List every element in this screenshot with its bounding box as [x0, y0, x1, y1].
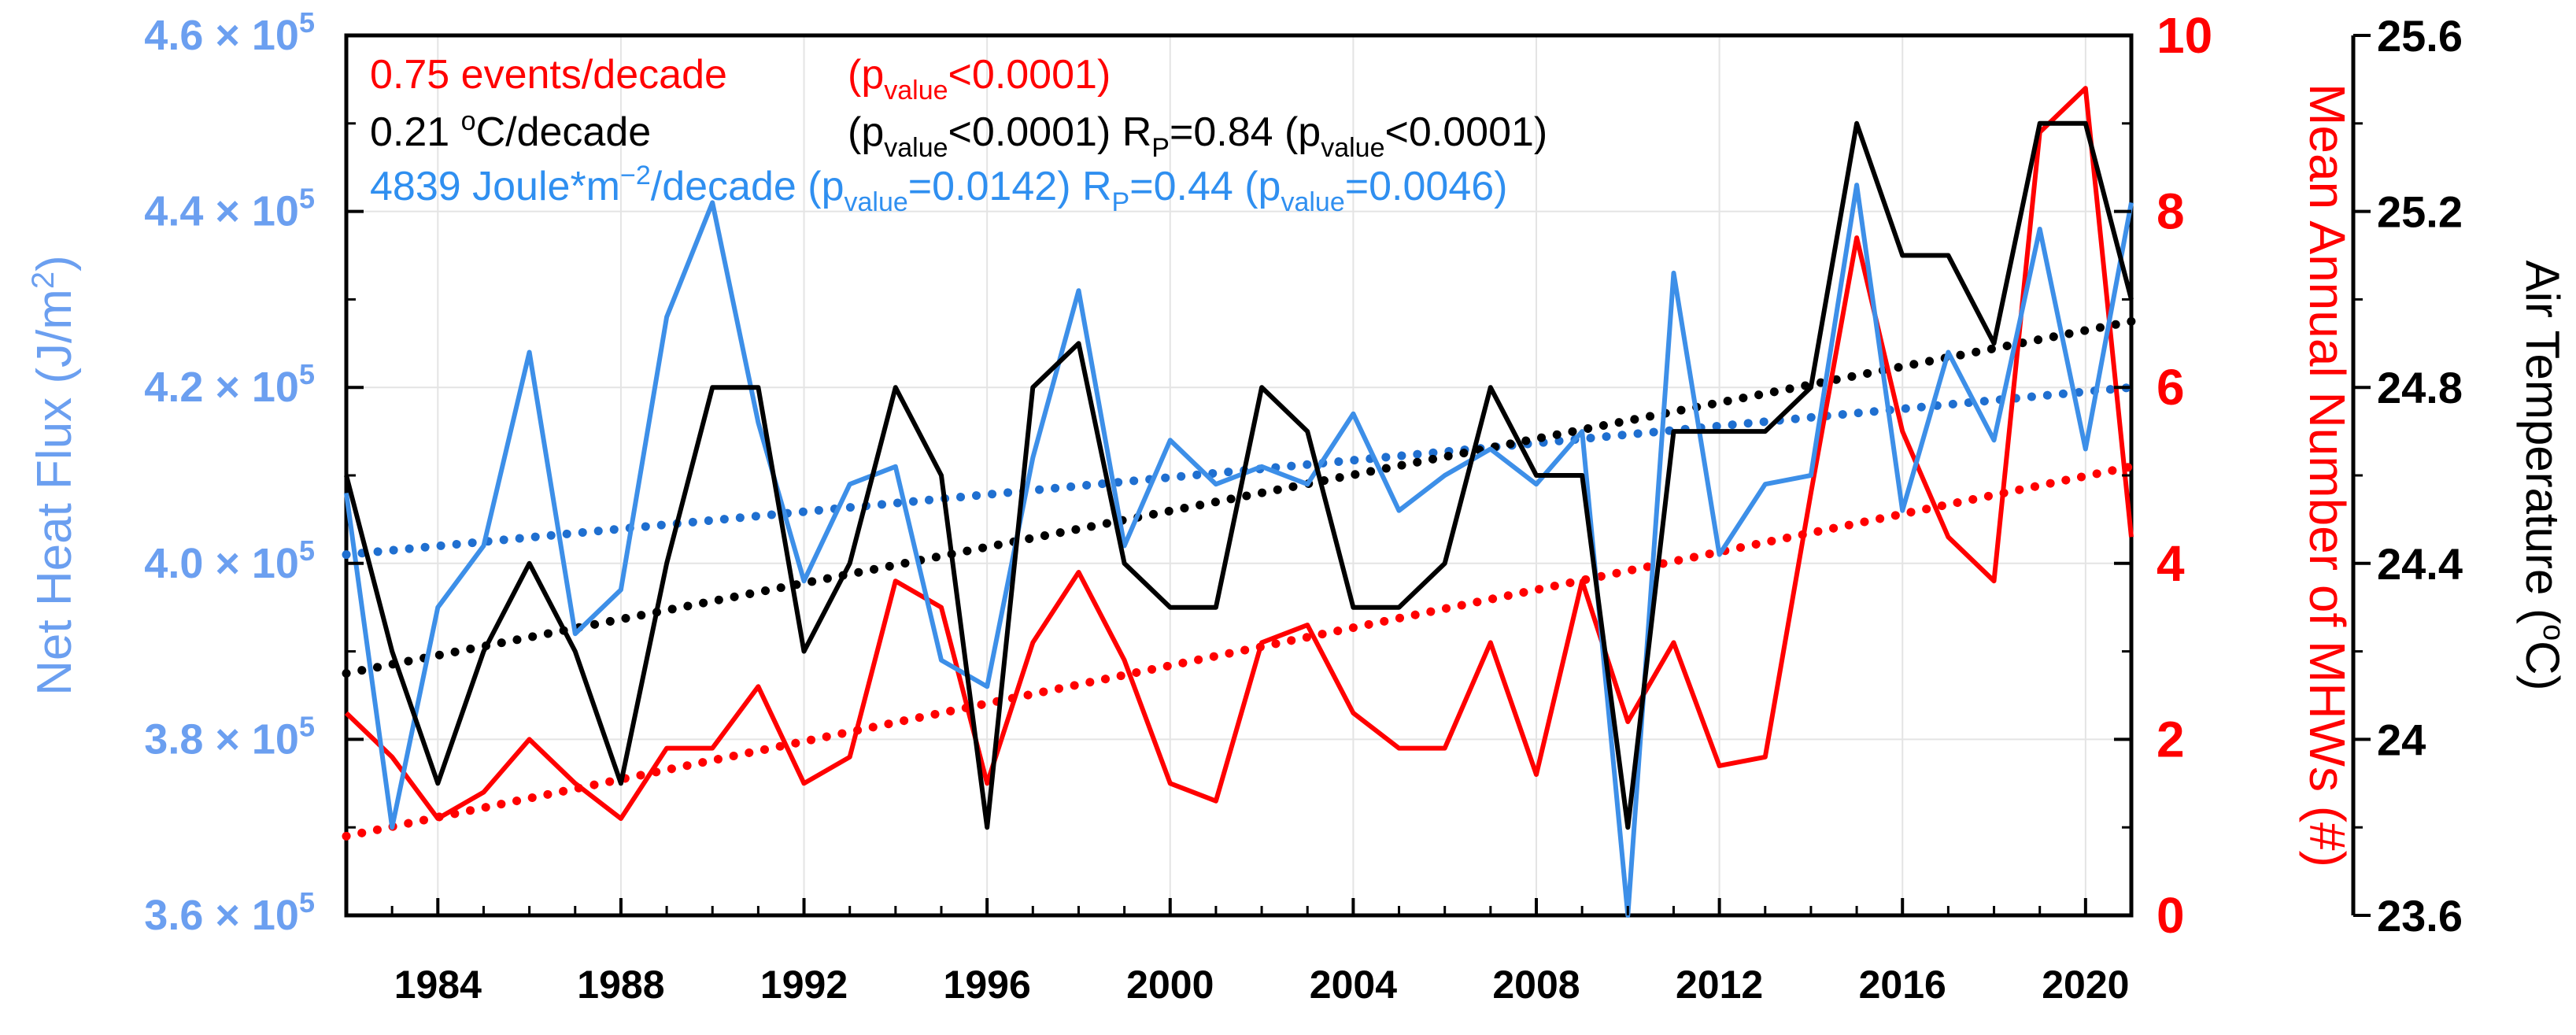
annotation-black-stats: (pvalue<0.0001) RP=0.84 (pvalue<0.0001): [848, 109, 1547, 163]
left-tick-exponent: 5: [299, 183, 315, 215]
annotation-blue-p2-sub: value: [1281, 187, 1344, 217]
gridlines: [346, 35, 2131, 915]
x-tick-label: 1984: [394, 963, 482, 1007]
annotation-red: 0.75 events/decade (pvalue<0.0001): [370, 52, 1111, 105]
right-inner-axis-ticks: 0 2 4 6 8 10: [2157, 7, 2212, 944]
x-axis-ticks: 1984 1988 1992 1996 2000 2004 2008 2012 2016 2020: [394, 963, 2130, 1007]
right-inner-tick-label: 10: [2157, 7, 2212, 64]
left-axis-title-sup: 2: [26, 272, 61, 289]
right-outer-axis-title-end: C): [2516, 641, 2569, 690]
annotation-black-p: (p: [848, 109, 884, 155]
x-tick-label: 2008: [1492, 963, 1580, 1007]
right-outer-tick-label: 24.4: [2377, 539, 2463, 589]
x-tick-label: 1992: [760, 963, 848, 1007]
annotation-black: 0.21 oC/decade (pvalue<0.0001) RP=0.84 (…: [370, 106, 1547, 163]
annotation-black-rate-num: 0.21: [370, 109, 461, 155]
right-outer-tick-label: 24: [2377, 715, 2426, 764]
annotation-red-p: (p: [848, 52, 884, 98]
right-inner-tick-label: 6: [2157, 359, 2185, 416]
right-inner-tick-label: 0: [2157, 887, 2185, 944]
x-tick-label: 2016: [1859, 963, 1946, 1007]
right-inner-axis-title: Mean Annual Number of MHWs (#): [2299, 83, 2356, 867]
left-tick-exponent: 5: [299, 6, 315, 39]
x-tick-label: 1988: [577, 963, 664, 1007]
left-tick-label: 3.8 × 105: [144, 710, 315, 763]
right-outer-axis-title-main: Air Temperature (: [2516, 261, 2569, 624]
left-axis-title-main: Net Heat Flux (J/m: [28, 289, 82, 696]
right-inner-tick-label: 4: [2157, 535, 2185, 592]
left-tick-label: 4.0 × 105: [144, 534, 315, 587]
right-outer-axis-title-sup: o: [2537, 624, 2570, 641]
annotation-black-r-sub: P: [1151, 133, 1170, 163]
annotation-red-p-sub: value: [884, 76, 948, 105]
right-outer-tick-label: 25.2: [2377, 187, 2463, 237]
annotation-blue-p-sub: value: [844, 187, 908, 217]
data-series: [344, 86, 2134, 918]
left-axis-title-end: ): [28, 255, 82, 272]
left-tick-mantissa: 3.6 × 10: [144, 892, 299, 939]
right-outer-tick-label: 25.6: [2377, 11, 2463, 61]
annotation-red-pvalue: (pvalue<0.0001): [848, 52, 1111, 105]
right-outer-tick-label: 23.6: [2377, 891, 2463, 941]
annotation-blue-p2-val: =0.0046): [1345, 164, 1508, 209]
annotation-red-rate: 0.75 events/decade: [370, 52, 727, 98]
left-tick-mantissa: 4.6 × 10: [144, 12, 299, 59]
right-outer-tick-label: 24.8: [2377, 363, 2463, 412]
right-outer-axis-title: Air Temperature (oC): [2516, 261, 2570, 691]
axis-ticks: [345, 34, 2371, 917]
left-tick-exponent: 5: [299, 886, 315, 919]
annotation-blue-p-val: =0.0142) R: [908, 164, 1112, 209]
annotation-black-rate: 0.21 oC/decade: [370, 106, 651, 155]
left-tick-mantissa: 4.2 × 10: [144, 364, 299, 411]
left-tick-label: 4.2 × 105: [144, 358, 315, 411]
annotation-red-p-val: <0.0001): [948, 52, 1111, 98]
trend-line: [342, 462, 2136, 841]
trend-line: [342, 316, 2136, 678]
x-tick-label: 2012: [1676, 963, 1763, 1007]
left-axis-title: Net Heat Flux (J/m2): [26, 255, 82, 696]
annotation-black-p-val: <0.0001) R: [948, 109, 1152, 155]
right-outer-axis-ticks: 23.6 24 24.4 24.8 25.2 25.6: [2377, 11, 2463, 941]
left-tick-label: 4.4 × 105: [144, 183, 315, 235]
left-tick-label: 4.6 × 105: [144, 6, 315, 59]
right-inner-tick-label: 2: [2157, 711, 2185, 767]
left-tick-exponent: 5: [299, 534, 315, 567]
series-line: [344, 86, 2134, 821]
annotation-blue-rate-sup: −2: [620, 161, 651, 190]
x-tick-label: 2000: [1126, 963, 1214, 1007]
left-tick-exponent: 5: [299, 358, 315, 390]
annotation-black-p2-val: <0.0001): [1385, 109, 1548, 155]
trend-line: [342, 383, 2136, 560]
annotation-blue-text: 4839 Joule*m−2/decade (pvalue=0.0142) RP…: [370, 161, 1507, 217]
annotation-black-unit-sup: o: [461, 106, 476, 136]
left-tick-exponent: 5: [299, 710, 315, 742]
left-tick-mantissa: 4.4 × 10: [144, 188, 299, 235]
left-tick-mantissa: 3.8 × 10: [144, 715, 299, 763]
annotation-black-p-sub: value: [884, 133, 948, 163]
annotation-black-r-val: =0.84 (p: [1170, 109, 1321, 155]
left-tick-mantissa: 4.0 × 10: [144, 540, 299, 587]
x-tick-label: 1996: [944, 963, 1031, 1007]
series-line: [344, 120, 2134, 830]
left-tick-label: 3.6 × 105: [144, 886, 315, 939]
series-line: [344, 183, 2134, 918]
trend-lines: [342, 316, 2136, 841]
x-tick-label: 2004: [1310, 963, 1397, 1007]
annotation-blue-r-sub: P: [1112, 187, 1130, 217]
annotation-blue: 4839 Joule*m−2/decade (pvalue=0.0142) RP…: [370, 161, 1507, 217]
annotation-black-p2-sub: value: [1321, 133, 1384, 163]
x-tick-label: 2020: [2042, 963, 2129, 1007]
annotation-blue-r-val: =0.44 (p: [1129, 164, 1281, 209]
right-inner-tick-label: 8: [2157, 183, 2185, 240]
annotation-blue-rate: 4839 Joule*m: [370, 164, 620, 209]
annotation-black-unit: C/decade: [476, 109, 652, 155]
annotation-blue-rate-end: /decade (p: [651, 164, 844, 209]
